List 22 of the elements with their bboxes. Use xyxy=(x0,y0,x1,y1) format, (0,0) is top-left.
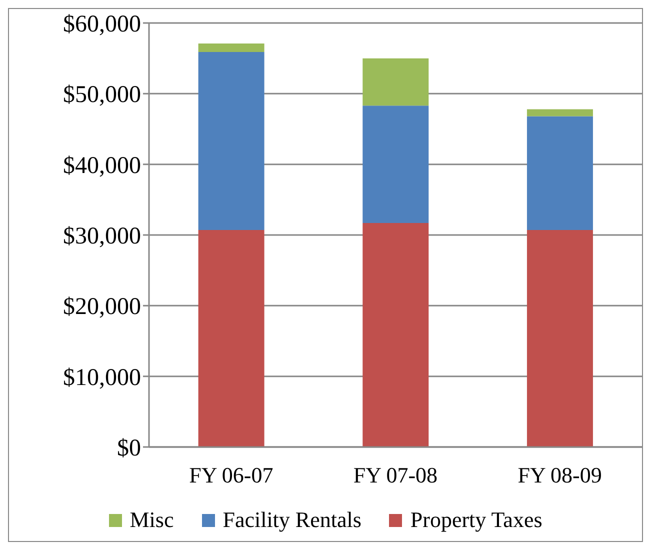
bar xyxy=(526,116,593,230)
y-tick-label: $40,000 xyxy=(63,152,141,179)
bar xyxy=(526,109,593,116)
legend-label: Facility Rentals xyxy=(222,507,362,533)
bar xyxy=(526,230,593,447)
bar xyxy=(362,58,429,106)
bar xyxy=(362,222,429,447)
bar xyxy=(362,106,429,223)
x-tick-label: FY 06-07 xyxy=(189,462,274,488)
y-tick-label: $50,000 xyxy=(63,82,141,108)
y-tick-label: $20,000 xyxy=(63,294,141,320)
legend-label: Misc xyxy=(130,507,174,533)
x-tick-label: FY 08-09 xyxy=(518,462,602,488)
y-tick-label: $0 xyxy=(117,436,141,462)
y-tick-label: $10,000 xyxy=(63,364,141,391)
y-tick-label: $30,000 xyxy=(63,224,141,250)
y-tick-label: $60,000 xyxy=(63,12,141,38)
x-tick-label: FY 07-08 xyxy=(353,462,438,488)
bar xyxy=(198,43,264,52)
bar xyxy=(198,230,264,447)
legend-label: Property Taxes xyxy=(410,507,542,533)
bar xyxy=(198,52,264,230)
